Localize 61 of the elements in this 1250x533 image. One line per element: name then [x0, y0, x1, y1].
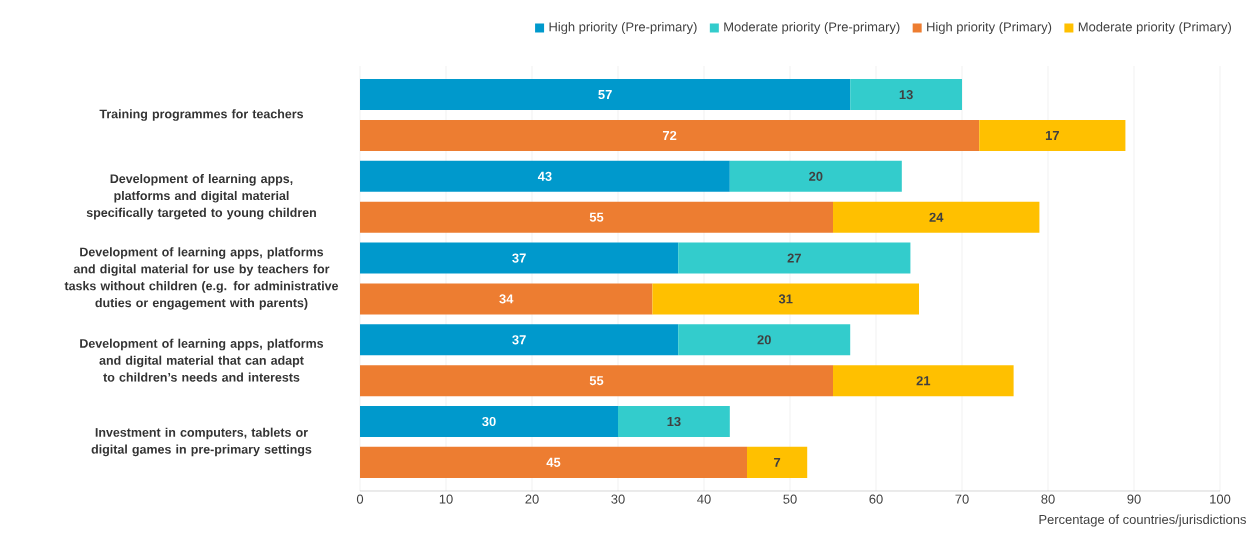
data-label: 20 [809, 171, 823, 181]
x-tick-label: 90 [1127, 494, 1141, 504]
data-label: 55 [589, 376, 604, 386]
legend-label: Moderate priority (Pre-primary) [724, 21, 900, 35]
data-label: 37 [512, 335, 526, 345]
x-tick-label: 30 [611, 494, 625, 504]
bar [850, 79, 963, 111]
bar [360, 201, 834, 233]
bar [729, 160, 902, 192]
data-label: 30 [482, 416, 496, 427]
data-label: 27 [787, 253, 801, 263]
bar [833, 201, 1040, 233]
x-tick-label: 20 [525, 494, 539, 504]
x-tick-label: 100 [1210, 494, 1231, 504]
data-label: 57 [598, 90, 612, 100]
data-label: 7 [774, 457, 781, 467]
bar [652, 283, 920, 315]
y-tick-label: Training programmes for teachers [99, 109, 304, 121]
legend-label: High priority (Pre-primary) [549, 21, 697, 35]
y-tick-label: Investment in computers, tablets or digital games in pre-primary settings [91, 427, 312, 457]
data-label: 24 [929, 212, 944, 222]
x-tick-label: 10 [439, 494, 453, 504]
x-tick-label: 40 [697, 494, 711, 504]
legend-label: Moderate priority (Primary) [1078, 21, 1231, 35]
data-label: 43 [537, 171, 552, 181]
data-label: 13 [667, 416, 681, 427]
bar [360, 160, 730, 192]
bar [360, 365, 834, 397]
bar [678, 324, 851, 356]
bar [360, 283, 653, 315]
bar [747, 446, 808, 478]
x-tick-label: 50 [783, 494, 797, 504]
data-label: 45 [546, 457, 561, 467]
bar [360, 405, 619, 438]
y-tick-label: Development of learning apps, platforms and digital material for use by teachers for tasks without children (e.g. for administrative duties or engagement with parents) [64, 247, 339, 310]
x-axis-title: Percentage of countries/jurisdictions [1039, 514, 1246, 527]
data-label: 55 [589, 212, 604, 222]
x-tick-label: 0 [356, 494, 364, 504]
legend-label: High priority (Primary) [927, 21, 1052, 35]
x-tick-label: 80 [1041, 494, 1055, 504]
data-label: 37 [512, 253, 526, 263]
data-label: 17 [1045, 131, 1059, 140]
bar [833, 365, 1014, 397]
bar [360, 119, 980, 151]
data-label: 13 [899, 90, 913, 100]
bar [360, 79, 851, 111]
bar [360, 242, 679, 274]
bar [678, 242, 911, 274]
data-label: 20 [757, 335, 771, 345]
y-tick-label: Development of learning apps, platforms and digital material specifically targeted to young children [86, 173, 316, 220]
x-tick-label: 60 [869, 494, 883, 504]
bar [618, 405, 730, 438]
data-label: 31 [778, 294, 793, 304]
bar [360, 446, 748, 478]
data-label: 72 [662, 130, 677, 140]
data-label: 21 [916, 376, 931, 386]
x-tick-label: 70 [955, 494, 969, 504]
y-tick-label: Development of learning apps, platforms and digital material that can adapt to children’s needs and interests [80, 338, 324, 382]
bar [360, 324, 679, 356]
bar [979, 119, 1126, 151]
data-label: 34 [499, 294, 514, 304]
